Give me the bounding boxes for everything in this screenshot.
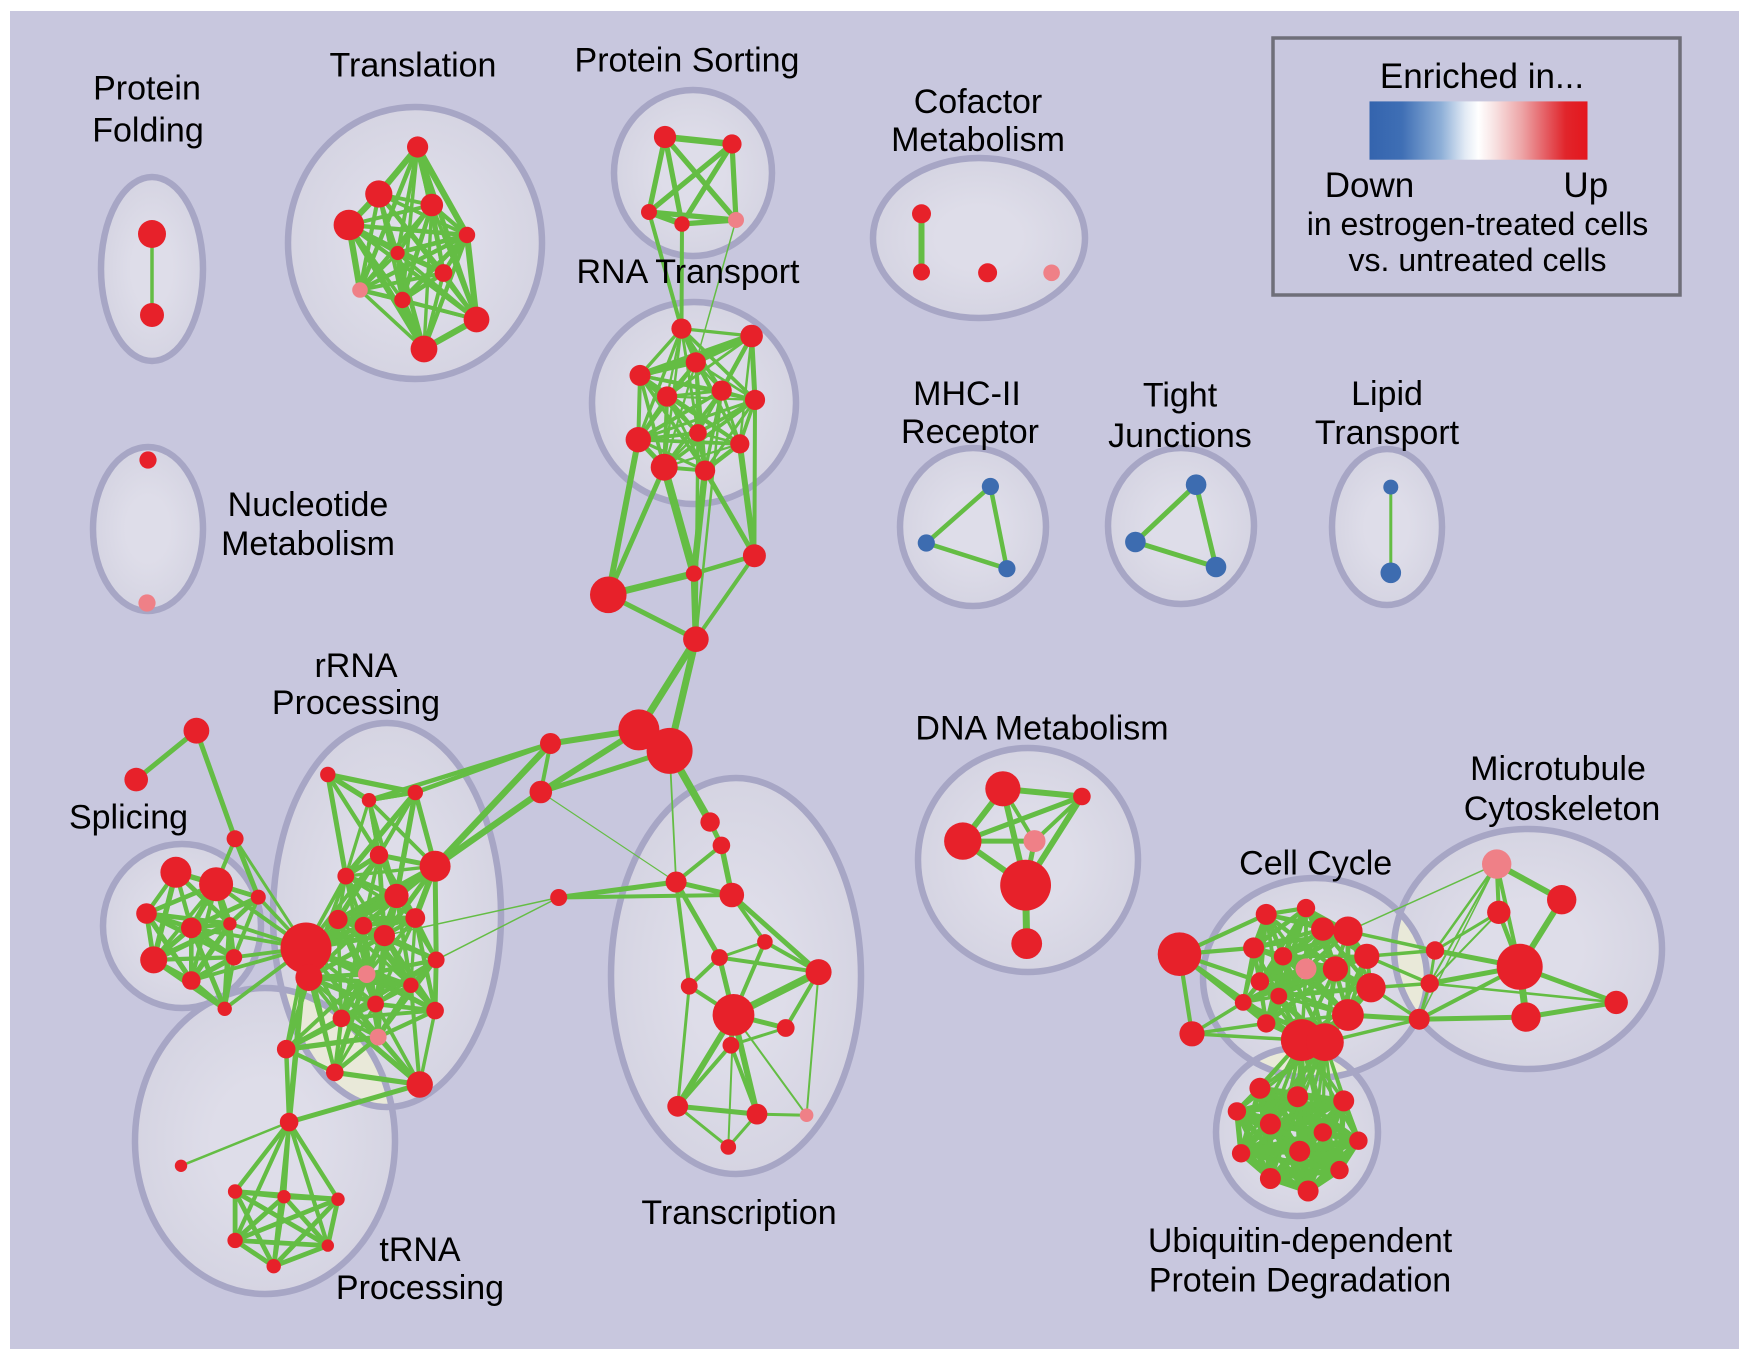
svg-text:DNA Metabolism: DNA Metabolism xyxy=(915,710,1168,748)
svg-text:Protein Sorting: Protein Sorting xyxy=(575,42,800,80)
svg-text:Nucleotide: Nucleotide xyxy=(228,486,389,524)
svg-text:Microtubule: Microtubule xyxy=(1470,750,1646,788)
svg-text:rRNA: rRNA xyxy=(314,647,397,685)
svg-text:Metabolism: Metabolism xyxy=(891,121,1065,159)
svg-text:Cofactor: Cofactor xyxy=(914,83,1043,121)
svg-text:Transcription: Transcription xyxy=(641,1194,836,1232)
svg-text:Splicing: Splicing xyxy=(69,799,188,837)
svg-text:Protein: Protein xyxy=(93,70,201,108)
svg-text:Processing: Processing xyxy=(272,684,440,722)
svg-text:Lipid: Lipid xyxy=(1351,375,1423,413)
svg-text:Folding: Folding xyxy=(92,112,204,150)
svg-text:Cytoskeleton: Cytoskeleton xyxy=(1464,790,1661,828)
svg-text:in estrogen-treated cells: in estrogen-treated cells xyxy=(1307,206,1649,242)
svg-text:Cell Cycle: Cell Cycle xyxy=(1239,845,1392,883)
svg-text:Ubiquitin-dependent: Ubiquitin-dependent xyxy=(1148,1222,1453,1260)
svg-text:Junctions: Junctions xyxy=(1108,417,1252,455)
svg-text:Processing: Processing xyxy=(336,1269,504,1307)
svg-text:RNA Transport: RNA Transport xyxy=(577,253,801,291)
svg-text:Protein Degradation: Protein Degradation xyxy=(1149,1262,1451,1300)
svg-text:Up: Up xyxy=(1563,166,1608,205)
svg-text:Receptor: Receptor xyxy=(901,413,1039,451)
svg-text:Transport: Transport xyxy=(1315,414,1460,452)
svg-text:Down: Down xyxy=(1325,166,1414,205)
svg-text:MHC-II: MHC-II xyxy=(913,375,1021,413)
svg-text:Metabolism: Metabolism xyxy=(221,525,395,563)
svg-text:Tight: Tight xyxy=(1143,377,1218,415)
svg-text:tRNA: tRNA xyxy=(379,1231,461,1269)
svg-text:vs. untreated cells: vs. untreated cells xyxy=(1349,242,1607,278)
svg-text:Enriched in...: Enriched in... xyxy=(1380,57,1584,96)
svg-text:Translation: Translation xyxy=(330,47,497,85)
